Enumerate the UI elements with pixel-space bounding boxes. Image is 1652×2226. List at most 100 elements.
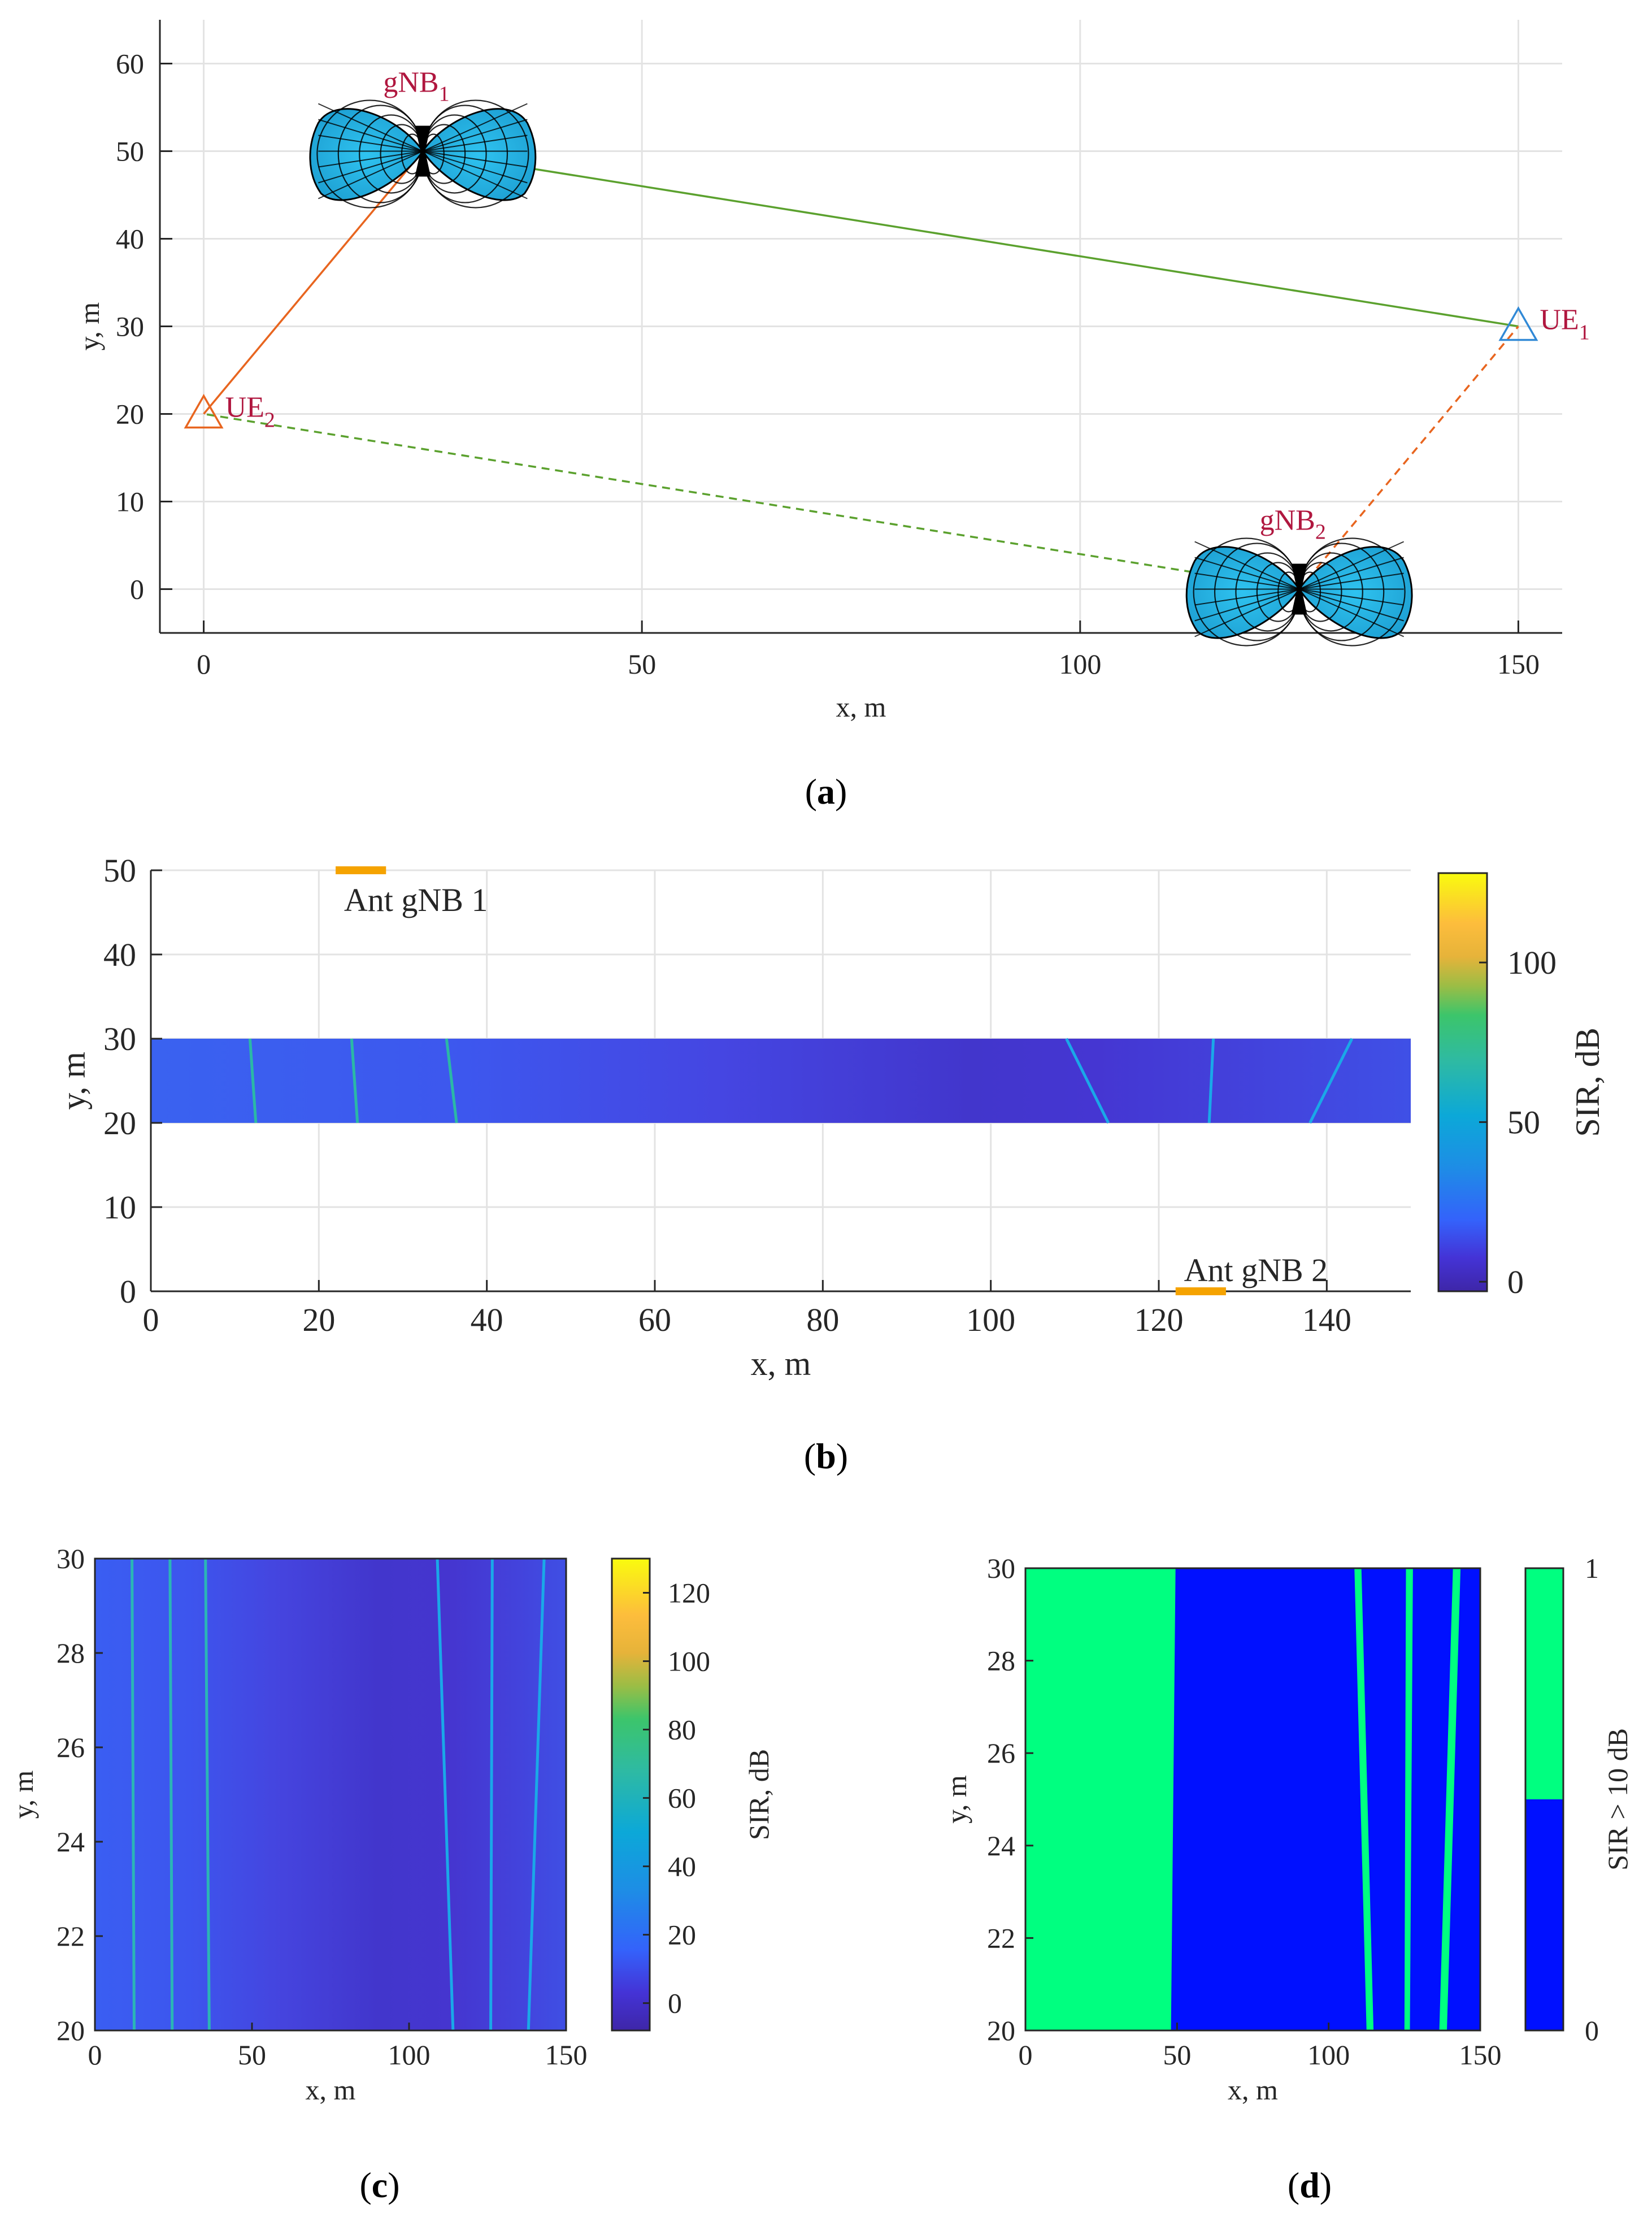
link-gNB2-UE2	[203, 413, 1299, 591]
link-gNB2-UE1	[1298, 326, 1519, 590]
colorbar-tick-label: 60	[668, 1782, 696, 1814]
caption-c: (c)	[359, 2165, 399, 2205]
colorbar-tick-label: 120	[668, 1577, 710, 1609]
x-tick-label: 20	[302, 1301, 335, 1338]
y-tick-label: 20	[56, 2015, 85, 2046]
colorbar-tick-label: 100	[1507, 944, 1557, 981]
x-tick-label: 100	[1307, 2039, 1350, 2071]
sir-pass-region	[1404, 1568, 1413, 2030]
y-tick-label: 0	[120, 1273, 136, 1310]
x-tick-label: 50	[238, 2039, 266, 2071]
y-tick-label: 30	[116, 311, 144, 342]
colorbar	[611, 1557, 651, 2032]
gnb2-feed	[1291, 563, 1307, 615]
gnb1-mesh-spoke	[318, 150, 423, 184]
x-tick-label: 0	[88, 2039, 102, 2071]
sir-ridge	[527, 1558, 546, 2031]
gnb1-mesh-spoke	[318, 134, 423, 152]
gnb2-mesh-spoke	[1194, 541, 1300, 590]
gnb1-mesh-spoke	[318, 150, 423, 168]
x-tick-label: 140	[1302, 1301, 1351, 1338]
y-tick-label: 28	[987, 1645, 1015, 1677]
gnb2-mesh-spoke	[1194, 588, 1299, 606]
y-tick-label: 30	[987, 1552, 1015, 1584]
gnb1-antenna-pattern	[309, 99, 537, 209]
y-tick-label: 28	[56, 1637, 85, 1669]
colorbar-tick-label: 50	[1507, 1104, 1540, 1141]
ue1-marker	[1498, 306, 1538, 341]
colorbar-tick-label: 0	[1585, 2015, 1599, 2046]
y-tick-label: 22	[56, 1920, 85, 1952]
colorbar-label: SIR > 10 dB	[1602, 1728, 1633, 1871]
caption-d: (d)	[1288, 2165, 1332, 2205]
colorbar-tick-label: 0	[1507, 1264, 1524, 1300]
x-tick-label: 150	[1497, 648, 1540, 680]
sir-ridge	[489, 1558, 494, 2031]
sir-ridge	[1207, 1038, 1215, 1123]
y-tick-label: 60	[116, 48, 144, 80]
gnb1-mesh-spoke	[318, 103, 423, 152]
y-tick-label: 20	[116, 398, 144, 430]
gnb2-mesh-spoke	[1194, 588, 1299, 622]
x-axis-label: x, m	[836, 691, 886, 723]
ue2-marker	[184, 393, 224, 429]
x-tick-label: 100	[388, 2039, 431, 2071]
y-tick-label: 50	[103, 852, 136, 889]
link-gNB1-UE1	[423, 150, 1519, 328]
gnb1-mesh-spoke	[422, 103, 528, 152]
gnb2-mesh-spoke	[1299, 588, 1405, 637]
y-tick-label: 20	[987, 2015, 1015, 2046]
x-axis-label: x, m	[306, 2074, 356, 2106]
gnb1-mesh-spoke	[423, 150, 528, 168]
sir-ridge	[1065, 1038, 1110, 1124]
antenna-label-2: Ant gNB 2	[1184, 1252, 1328, 1288]
colorbar-tick-label: 0	[668, 1988, 682, 2019]
plot-frame	[1024, 1567, 1481, 2032]
y-tick-label: 24	[56, 1826, 85, 1858]
sir-ridge	[204, 1558, 211, 2031]
y-tick-label: 22	[987, 1922, 1015, 1954]
y-tick-label: 30	[103, 1021, 136, 1057]
colorbar-tick-label: 1	[1585, 1552, 1599, 1584]
sir-ridge	[1308, 1038, 1354, 1124]
y-axis-label: y, m	[7, 1771, 39, 1819]
sir-ridge	[436, 1558, 455, 2031]
x-axis-label: x, m	[1228, 2074, 1278, 2106]
colorbar-label: SIR, dB	[743, 1749, 775, 1840]
y-axis-label: y, m	[55, 1052, 92, 1110]
panel-b: 0 20 40 60 80 100 120 140 0 10 20 30 40 50 x, m y, m Ant…	[55, 852, 1606, 1382]
y-tick-label: 50	[116, 136, 144, 167]
gnb2-mesh-spoke	[1194, 557, 1299, 590]
x-tick-label: 0	[197, 648, 211, 680]
colorbar-level-0	[1525, 1799, 1563, 2030]
gnb2-label: gNB2	[1260, 505, 1326, 544]
colorbar-tick-label: 80	[668, 1714, 696, 1746]
sir-ridge	[131, 1558, 136, 2031]
caption-b: (b)	[804, 1436, 848, 1476]
antenna-label-1: Ant gNB 1	[344, 882, 488, 918]
gnb2-mesh-spoke	[1299, 588, 1404, 606]
y-tick-label: 26	[987, 1737, 1015, 1769]
y-tick-label: 10	[116, 486, 144, 518]
x-tick-label: 50	[1163, 2039, 1191, 2071]
sir-pass-region	[1354, 1568, 1374, 2030]
y-tick-label: 30	[56, 1543, 85, 1574]
colorbar	[1524, 1567, 1564, 2032]
sir-heatmap	[95, 1559, 566, 2030]
colorbar-tick-label: 100	[668, 1646, 710, 1677]
y-axis-label: y, m	[73, 302, 105, 351]
y-tick-label: 0	[130, 574, 144, 605]
x-tick-label: 60	[638, 1301, 671, 1338]
y-axis-label: y, m	[941, 1775, 972, 1824]
x-axis-label: x, m	[751, 1345, 811, 1382]
plot-frame	[94, 1557, 567, 2032]
gnb1-mesh-spoke	[318, 119, 423, 152]
x-tick-label: 0	[143, 1301, 159, 1338]
x-tick-label: 150	[1459, 2039, 1502, 2071]
gnb2-mesh-spoke	[1299, 557, 1404, 590]
y-tick-label: 40	[103, 936, 136, 973]
panel-d: 0 50 100 150 20 22 24 26 28 30 x, m y, m 0 1 SIR > 10 …	[941, 1552, 1633, 2106]
gnb2-mesh-spoke	[1194, 572, 1299, 590]
